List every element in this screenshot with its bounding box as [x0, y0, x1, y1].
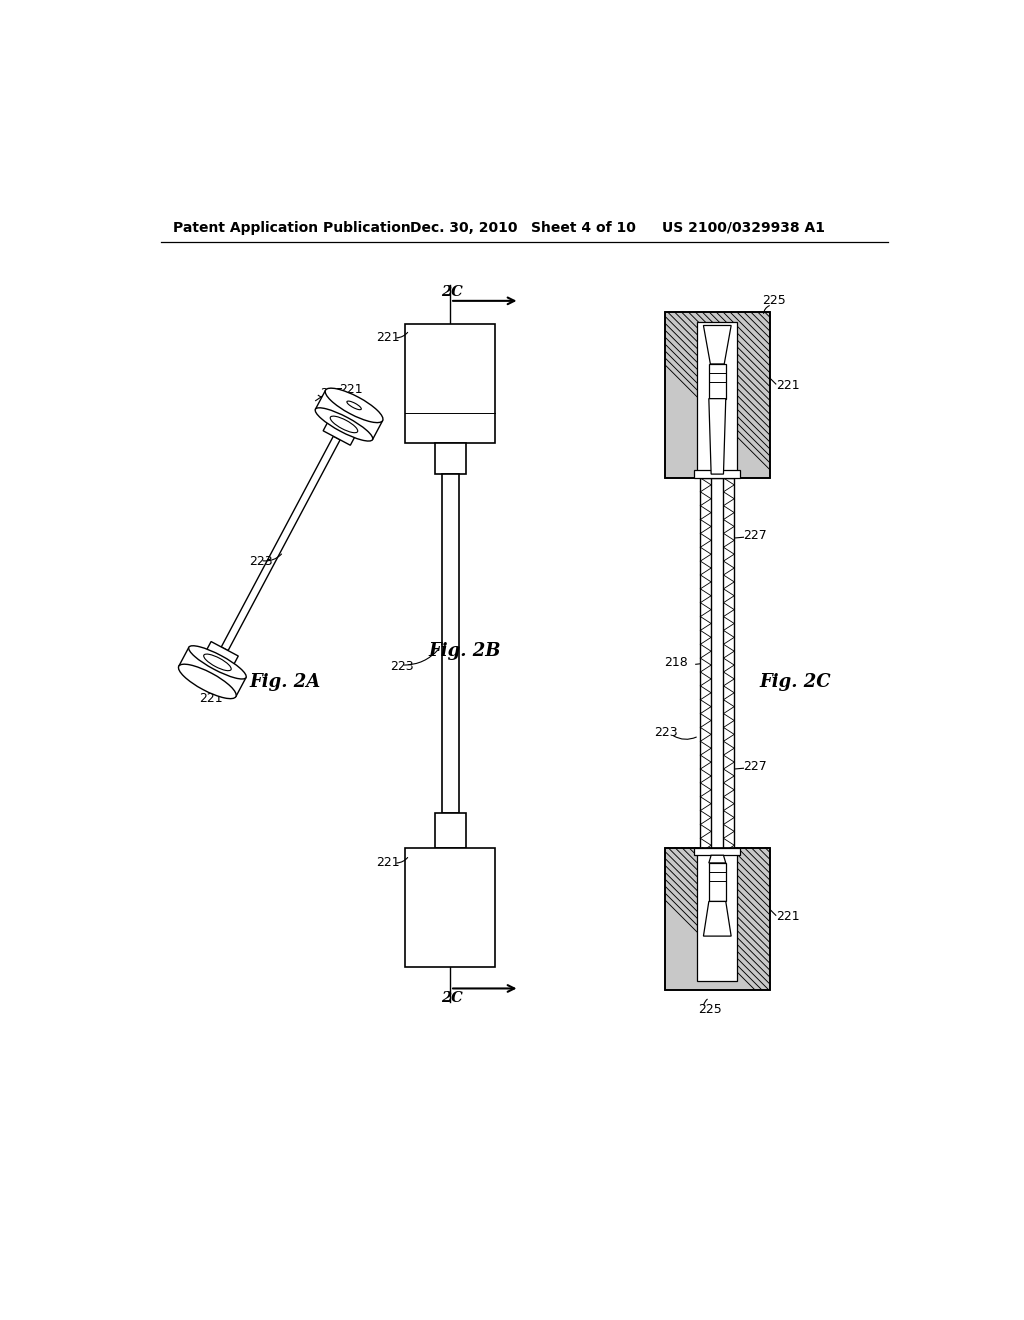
Polygon shape: [324, 417, 357, 445]
Polygon shape: [703, 902, 731, 936]
Text: US 2100/0329938 A1: US 2100/0329938 A1: [662, 220, 825, 235]
Polygon shape: [179, 647, 246, 697]
Polygon shape: [709, 855, 726, 863]
Polygon shape: [435, 444, 466, 474]
Text: 221: 221: [776, 379, 800, 392]
Polygon shape: [221, 436, 340, 651]
Polygon shape: [406, 323, 495, 444]
Text: Fig. 2C: Fig. 2C: [760, 673, 831, 690]
Text: 223: 223: [390, 660, 414, 673]
Polygon shape: [697, 322, 737, 474]
Polygon shape: [204, 642, 239, 669]
Polygon shape: [435, 813, 466, 847]
Text: Sheet 4 of 10: Sheet 4 of 10: [531, 220, 636, 235]
Text: 225: 225: [319, 387, 344, 400]
Text: 227: 227: [743, 529, 767, 543]
Polygon shape: [700, 478, 734, 847]
Text: 223: 223: [654, 726, 678, 739]
Text: 221: 221: [376, 331, 399, 345]
Polygon shape: [709, 863, 726, 902]
Text: 225: 225: [762, 294, 785, 308]
Ellipse shape: [347, 401, 361, 409]
Ellipse shape: [315, 408, 373, 441]
Polygon shape: [315, 391, 383, 440]
Text: 223: 223: [250, 556, 273, 569]
Text: 2C: 2C: [441, 991, 463, 1005]
Text: Patent Application Publication: Patent Application Publication: [173, 220, 411, 235]
Ellipse shape: [204, 655, 231, 671]
Text: 221: 221: [339, 383, 362, 396]
Polygon shape: [406, 847, 495, 966]
Text: Fig. 2B: Fig. 2B: [429, 643, 501, 660]
Polygon shape: [711, 478, 724, 847]
Polygon shape: [709, 399, 726, 474]
Text: 2C: 2C: [441, 285, 463, 298]
Polygon shape: [703, 326, 731, 364]
Polygon shape: [665, 313, 770, 478]
Polygon shape: [694, 470, 740, 478]
Ellipse shape: [330, 416, 357, 433]
Text: 221: 221: [776, 911, 800, 924]
Text: 221: 221: [200, 692, 223, 705]
Polygon shape: [709, 364, 726, 399]
Polygon shape: [694, 847, 740, 855]
Text: 225: 225: [698, 1003, 722, 1016]
Text: Fig. 2A: Fig. 2A: [250, 673, 322, 690]
Ellipse shape: [188, 645, 246, 678]
Ellipse shape: [178, 664, 237, 698]
Ellipse shape: [326, 388, 383, 422]
Text: 218: 218: [665, 656, 688, 669]
Polygon shape: [665, 847, 770, 990]
Polygon shape: [697, 851, 737, 981]
Text: 227: 227: [743, 760, 767, 774]
Text: 221: 221: [376, 857, 399, 870]
Polygon shape: [441, 474, 459, 813]
Text: Dec. 30, 2010: Dec. 30, 2010: [410, 220, 517, 235]
